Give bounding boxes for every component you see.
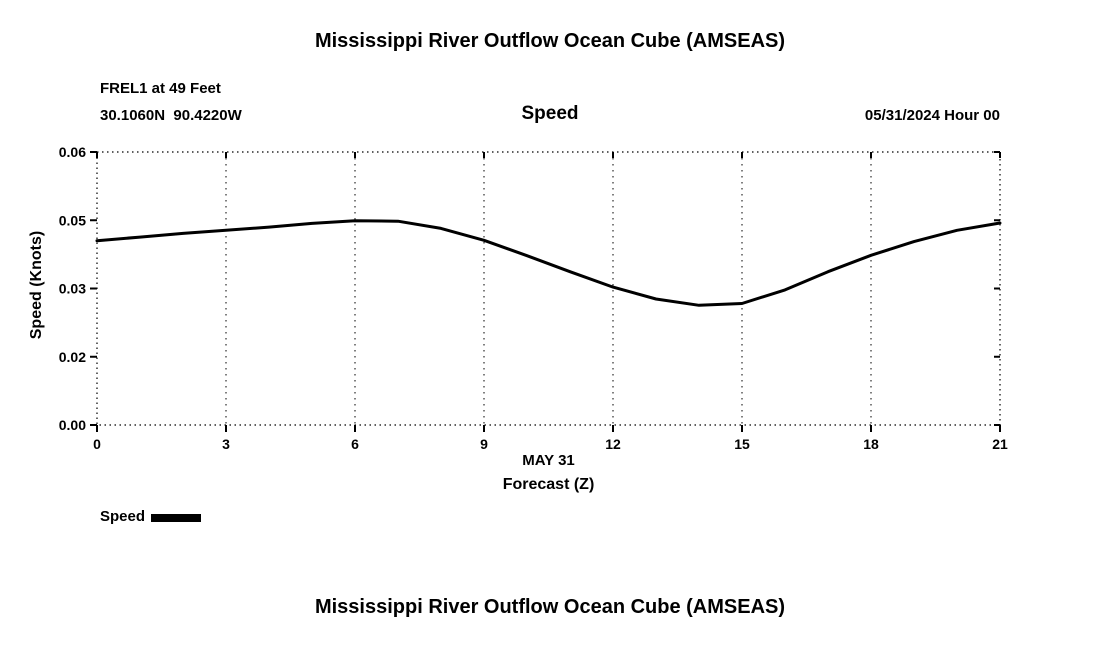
svg-text:0.06: 0.06	[59, 144, 86, 160]
next-page-title: Mississippi River Outflow Ocean Cube (AM…	[314, 596, 786, 618]
legend-line-swatch	[151, 513, 202, 522]
chart-title: Speed	[521, 103, 579, 124]
svg-text:21: 21	[992, 436, 1008, 452]
svg-text:15: 15	[734, 436, 750, 452]
legend-label: Speed	[100, 508, 146, 525]
svg-text:9: 9	[480, 436, 488, 452]
svg-text:0.03: 0.03	[59, 281, 86, 297]
svg-text:0.00: 0.00	[59, 417, 86, 433]
coordinates-label: 30.1060N 90.4220W	[100, 107, 242, 124]
svg-text:18: 18	[863, 436, 879, 452]
svg-text:12: 12	[605, 436, 621, 452]
svg-text:0.05: 0.05	[59, 212, 86, 228]
svg-text:0.02: 0.02	[59, 349, 86, 365]
model-run-time: 05/31/2024 Hour 00	[864, 107, 1000, 124]
station-label: FREL1 at 49 Feet	[100, 80, 221, 97]
legend: Speed	[100, 508, 202, 525]
x-axis-date-label: MAY 31	[522, 452, 575, 469]
svg-text:0: 0	[93, 436, 101, 452]
x-axis-title: Forecast (Z)	[502, 476, 595, 493]
svg-text:3: 3	[222, 436, 230, 452]
page-title: Mississippi River Outflow Ocean Cube (AM…	[314, 30, 786, 52]
svg-text:6: 6	[351, 436, 359, 452]
